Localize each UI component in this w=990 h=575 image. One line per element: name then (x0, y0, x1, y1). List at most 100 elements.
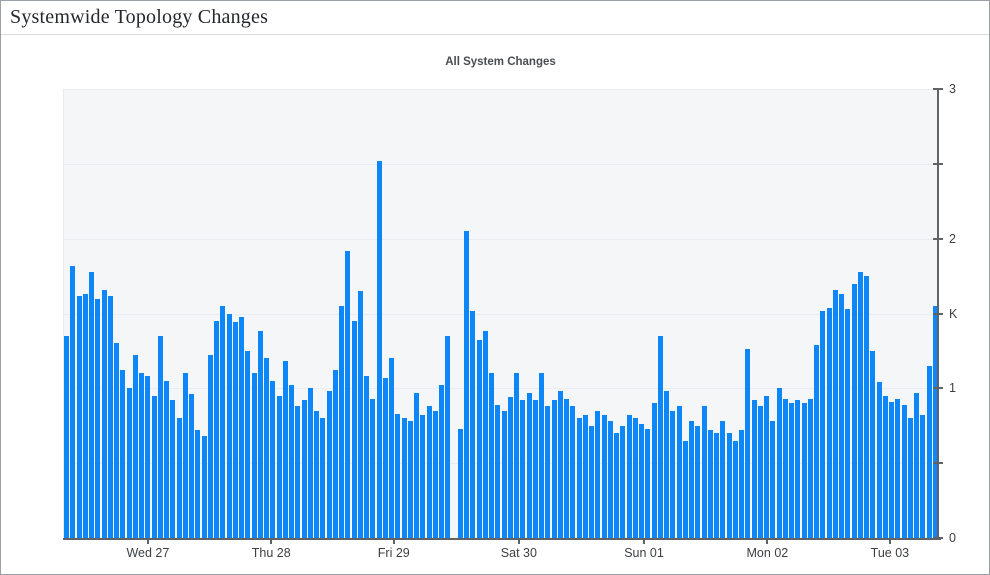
bar[interactable] (789, 403, 794, 538)
bar[interactable] (414, 392, 419, 538)
bar[interactable] (445, 335, 451, 538)
bar[interactable] (632, 418, 638, 538)
bar[interactable] (545, 406, 551, 538)
bar[interactable] (595, 410, 601, 538)
bar[interactable] (264, 358, 269, 538)
bar[interactable] (220, 306, 226, 538)
bar[interactable] (882, 395, 888, 538)
bar[interactable] (532, 400, 538, 538)
bar[interactable] (307, 388, 313, 538)
bar[interactable] (889, 401, 894, 538)
bar[interactable] (832, 289, 838, 538)
bar[interactable] (489, 373, 494, 538)
bar[interactable] (76, 295, 82, 538)
bar[interactable] (482, 331, 488, 538)
bar[interactable] (507, 397, 513, 538)
bar[interactable] (426, 406, 432, 538)
bar[interactable] (607, 421, 613, 538)
bar[interactable] (120, 370, 126, 538)
bar[interactable] (245, 350, 251, 538)
bar[interactable] (320, 418, 326, 538)
bar[interactable] (295, 406, 301, 538)
bar[interactable] (720, 421, 726, 538)
bar[interactable] (457, 428, 463, 538)
bar[interactable] (64, 335, 69, 538)
bar[interactable] (920, 415, 926, 538)
bar[interactable] (664, 391, 669, 538)
bar[interactable] (332, 370, 338, 538)
bar[interactable] (732, 440, 738, 538)
bar[interactable] (551, 400, 557, 538)
bar[interactable] (82, 294, 88, 538)
bar[interactable] (126, 388, 132, 538)
bar[interactable] (845, 309, 851, 538)
bar[interactable] (670, 410, 676, 538)
bar[interactable] (626, 415, 632, 538)
bar[interactable] (657, 335, 663, 538)
bar[interactable] (701, 406, 707, 538)
bar[interactable] (614, 433, 619, 538)
bar[interactable] (164, 380, 169, 538)
bar[interactable] (476, 340, 482, 538)
bar[interactable] (495, 404, 501, 538)
bar[interactable] (764, 395, 769, 538)
bar[interactable] (251, 373, 257, 538)
bar[interactable] (876, 382, 882, 538)
bar[interactable] (439, 385, 444, 538)
bar[interactable] (139, 373, 144, 538)
bar[interactable] (395, 413, 401, 538)
bar[interactable] (432, 410, 438, 538)
bar[interactable] (289, 385, 294, 538)
bar[interactable] (782, 398, 788, 538)
bar[interactable] (326, 391, 332, 538)
bar[interactable] (601, 415, 607, 538)
bar[interactable] (401, 418, 407, 538)
bar[interactable] (301, 400, 307, 538)
bar[interactable] (145, 376, 151, 538)
bar[interactable] (501, 410, 507, 538)
bar[interactable] (682, 440, 688, 538)
bar[interactable] (864, 276, 869, 538)
bar[interactable] (170, 400, 176, 538)
bar[interactable] (95, 298, 101, 538)
bar[interactable] (151, 395, 157, 538)
bar[interactable] (107, 295, 113, 538)
bar[interactable] (582, 415, 588, 538)
bar[interactable] (826, 307, 832, 538)
bar[interactable] (539, 373, 544, 538)
bar[interactable] (470, 310, 476, 538)
bar[interactable] (689, 421, 694, 538)
bar[interactable] (770, 421, 776, 538)
bar[interactable] (739, 430, 744, 538)
bar[interactable] (620, 425, 626, 538)
bar[interactable] (514, 373, 519, 538)
bar[interactable] (639, 424, 644, 538)
bar[interactable] (695, 425, 701, 538)
bar[interactable] (176, 418, 182, 538)
bar[interactable] (726, 433, 732, 538)
bar[interactable] (339, 306, 344, 538)
bar[interactable] (839, 294, 844, 538)
bar[interactable] (651, 403, 657, 538)
bar[interactable] (676, 406, 682, 538)
bar[interactable] (751, 400, 757, 538)
bar[interactable] (464, 231, 469, 538)
bar[interactable] (376, 160, 382, 538)
bar[interactable] (857, 271, 863, 538)
bar[interactable] (520, 400, 526, 538)
bar[interactable] (282, 361, 288, 538)
bar[interactable] (589, 425, 594, 538)
bar[interactable] (382, 377, 388, 538)
bar[interactable] (851, 283, 857, 538)
bar[interactable] (101, 289, 107, 538)
bar[interactable] (195, 430, 201, 538)
bar[interactable] (576, 418, 582, 538)
bar[interactable] (420, 415, 426, 538)
bar[interactable] (214, 320, 219, 538)
bar[interactable] (714, 433, 719, 538)
bar[interactable] (257, 331, 263, 538)
bar[interactable] (570, 406, 576, 538)
bar[interactable] (907, 418, 913, 538)
bar[interactable] (795, 400, 801, 538)
bar[interactable] (407, 421, 413, 538)
